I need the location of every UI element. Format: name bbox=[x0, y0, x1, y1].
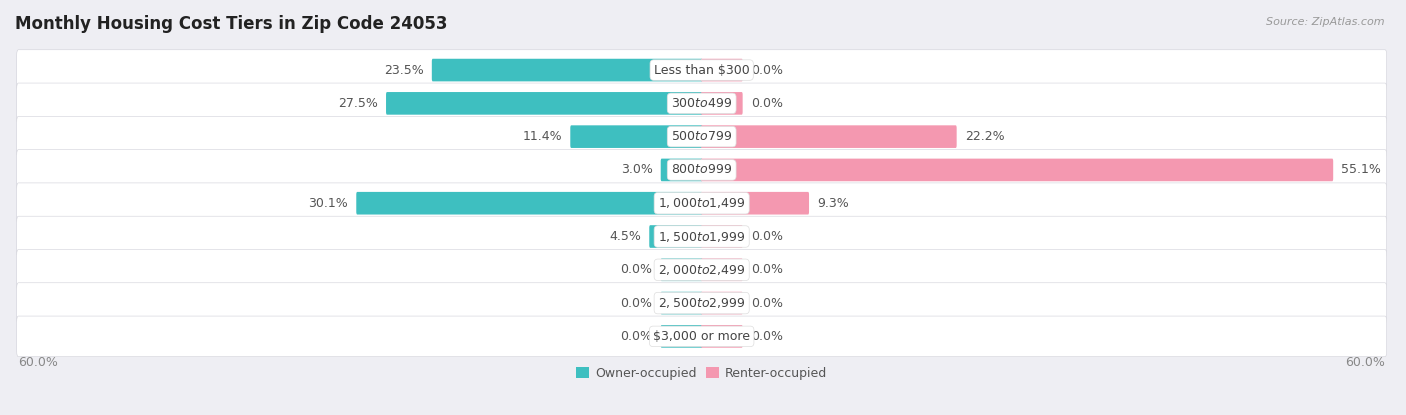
FancyBboxPatch shape bbox=[661, 159, 703, 181]
Text: $500 to $799: $500 to $799 bbox=[671, 130, 733, 143]
Text: 0.0%: 0.0% bbox=[620, 297, 652, 310]
FancyBboxPatch shape bbox=[17, 183, 1386, 224]
FancyBboxPatch shape bbox=[432, 59, 703, 81]
Text: $2,500 to $2,999: $2,500 to $2,999 bbox=[658, 296, 745, 310]
FancyBboxPatch shape bbox=[700, 292, 742, 315]
Text: $1,000 to $1,499: $1,000 to $1,499 bbox=[658, 196, 745, 210]
FancyBboxPatch shape bbox=[387, 92, 703, 115]
FancyBboxPatch shape bbox=[356, 192, 703, 215]
FancyBboxPatch shape bbox=[700, 325, 742, 348]
Text: 0.0%: 0.0% bbox=[751, 97, 783, 110]
FancyBboxPatch shape bbox=[700, 259, 742, 281]
Text: 0.0%: 0.0% bbox=[620, 330, 652, 343]
Text: 0.0%: 0.0% bbox=[751, 263, 783, 276]
FancyBboxPatch shape bbox=[700, 159, 1333, 181]
FancyBboxPatch shape bbox=[17, 283, 1386, 323]
Text: 23.5%: 23.5% bbox=[384, 63, 423, 77]
Text: 0.0%: 0.0% bbox=[751, 330, 783, 343]
FancyBboxPatch shape bbox=[17, 216, 1386, 257]
Text: $800 to $999: $800 to $999 bbox=[671, 164, 733, 176]
FancyBboxPatch shape bbox=[700, 192, 808, 215]
FancyBboxPatch shape bbox=[17, 316, 1386, 356]
FancyBboxPatch shape bbox=[17, 116, 1386, 157]
Text: $3,000 or more: $3,000 or more bbox=[654, 330, 751, 343]
Text: Less than $300: Less than $300 bbox=[654, 63, 749, 77]
Text: 0.0%: 0.0% bbox=[751, 297, 783, 310]
Text: 27.5%: 27.5% bbox=[337, 97, 378, 110]
FancyBboxPatch shape bbox=[661, 325, 703, 348]
Text: 4.5%: 4.5% bbox=[609, 230, 641, 243]
FancyBboxPatch shape bbox=[571, 125, 703, 148]
Text: 3.0%: 3.0% bbox=[620, 164, 652, 176]
FancyBboxPatch shape bbox=[700, 225, 742, 248]
FancyBboxPatch shape bbox=[700, 92, 742, 115]
Text: 30.1%: 30.1% bbox=[308, 197, 349, 210]
FancyBboxPatch shape bbox=[17, 50, 1386, 90]
Text: 0.0%: 0.0% bbox=[751, 63, 783, 77]
Text: 60.0%: 60.0% bbox=[1346, 356, 1385, 369]
FancyBboxPatch shape bbox=[17, 150, 1386, 190]
FancyBboxPatch shape bbox=[17, 83, 1386, 124]
FancyBboxPatch shape bbox=[661, 259, 703, 281]
Text: Source: ZipAtlas.com: Source: ZipAtlas.com bbox=[1267, 17, 1385, 27]
Text: 11.4%: 11.4% bbox=[523, 130, 562, 143]
FancyBboxPatch shape bbox=[650, 225, 703, 248]
FancyBboxPatch shape bbox=[17, 249, 1386, 290]
Text: 55.1%: 55.1% bbox=[1341, 164, 1381, 176]
Text: Monthly Housing Cost Tiers in Zip Code 24053: Monthly Housing Cost Tiers in Zip Code 2… bbox=[15, 15, 447, 33]
FancyBboxPatch shape bbox=[700, 125, 956, 148]
Text: 22.2%: 22.2% bbox=[965, 130, 1004, 143]
Text: 60.0%: 60.0% bbox=[18, 356, 58, 369]
FancyBboxPatch shape bbox=[661, 292, 703, 315]
FancyBboxPatch shape bbox=[700, 59, 742, 81]
Legend: Owner-occupied, Renter-occupied: Owner-occupied, Renter-occupied bbox=[576, 366, 827, 380]
Text: $2,000 to $2,499: $2,000 to $2,499 bbox=[658, 263, 745, 277]
Text: 9.3%: 9.3% bbox=[817, 197, 849, 210]
Text: 0.0%: 0.0% bbox=[751, 230, 783, 243]
Text: 0.0%: 0.0% bbox=[620, 263, 652, 276]
Text: $300 to $499: $300 to $499 bbox=[671, 97, 733, 110]
Text: $1,500 to $1,999: $1,500 to $1,999 bbox=[658, 229, 745, 244]
